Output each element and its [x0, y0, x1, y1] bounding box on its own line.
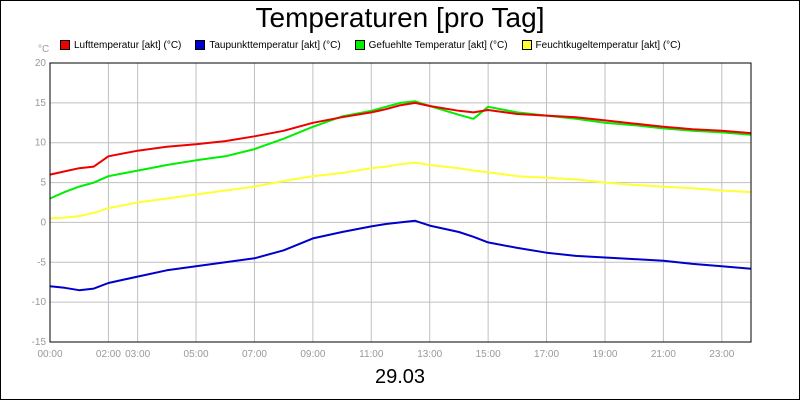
x-tick-label: 23:00 [709, 349, 734, 360]
chart-title: Temperaturen [pro Tag] [255, 2, 545, 33]
plot-border [49, 62, 752, 343]
legend-item: Feuchtkugeltemperatur [akt] (°C) [521, 38, 681, 52]
y-tick-label: 0 [40, 217, 46, 228]
y-tick-label: -5 [37, 257, 46, 268]
series-line-3 [49, 161, 752, 220]
x-tick-label: 00:00 [37, 349, 62, 360]
legend-swatch [195, 40, 206, 50]
x-tick-label: 09:00 [300, 349, 325, 360]
series-line-0 [49, 101, 752, 176]
legend-item: Lufttemperatur [akt] (°C) [60, 38, 181, 52]
y-tick-labels: 20 15 10 5 0 -5 -10 -15 [32, 58, 47, 348]
series-lines [49, 100, 752, 292]
y-tick-label: -10 [32, 297, 47, 308]
series-line-2 [49, 100, 752, 200]
legend-swatch [354, 40, 365, 50]
legend-label: Feuchtkugeltemperatur [akt] (°C) [535, 39, 681, 51]
x-tick-label: 11:00 [359, 349, 384, 360]
chart-legend: Lufttemperatur [akt] (°C) Taupunkttempera… [60, 38, 695, 52]
x-tick-label: 21:00 [651, 349, 676, 360]
y-tick-label: 15 [35, 98, 47, 109]
legend-item: Gefuehlte Temperatur [akt] (°C) [354, 38, 508, 52]
y-tick-label: 10 [35, 138, 47, 149]
y-tick-label: 5 [40, 178, 46, 189]
legend-label: Gefuehlte Temperatur [akt] (°C) [368, 39, 508, 51]
legend-label: Lufttemperatur [akt] (°C) [74, 39, 182, 51]
x-tick-label: 17:00 [534, 349, 559, 360]
x-tick-label: 05:00 [184, 349, 209, 360]
x-tick-label: 07:00 [242, 349, 267, 360]
x-tick-label: 13:00 [417, 349, 442, 360]
x-tick-labels: 00:00 02:00 03:00 05:00 07:00 09:00 11:00 13:00… [37, 349, 734, 360]
x-tick-label: 19:00 [592, 349, 617, 360]
legend-swatch [521, 40, 532, 50]
x-tick-label: 15:00 [476, 349, 501, 360]
y-axis-unit: °C [38, 44, 49, 55]
legend-label: Taupunkttemperatur [akt] (°C) [209, 39, 341, 51]
x-tick-label: 03:00 [125, 349, 150, 360]
y-tick-label: -15 [32, 337, 47, 348]
series-line-1 [49, 219, 752, 292]
date-label: 29.03 [374, 366, 426, 388]
x-tick-label: 02:00 [96, 349, 121, 360]
y-tick-label: 20 [35, 58, 47, 69]
legend-item: Taupunkttemperatur [akt] (°C) [195, 38, 341, 52]
legend-swatch [60, 40, 70, 50]
